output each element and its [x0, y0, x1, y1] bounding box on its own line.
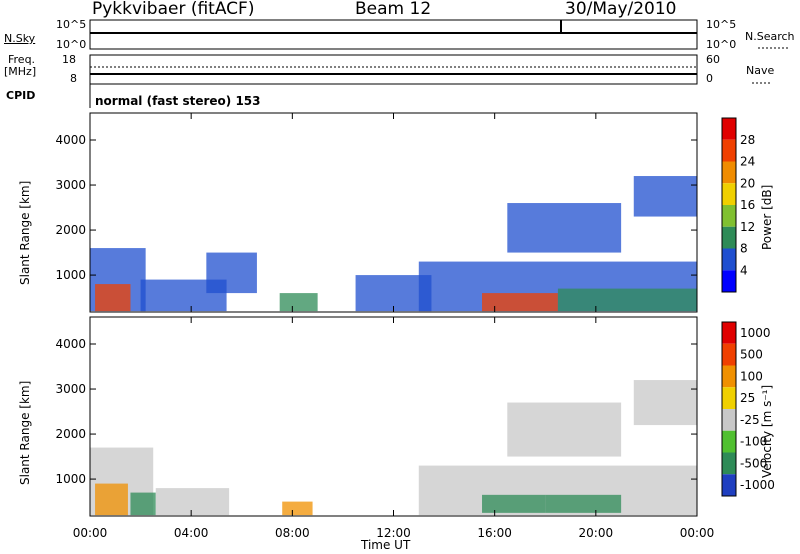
y-tick-label: 3000	[55, 382, 86, 396]
scatter-region	[482, 293, 558, 312]
y-tick-label: 4000	[55, 337, 86, 351]
y-tick-label: 1000	[55, 268, 86, 282]
nsearch-label: N.Search	[745, 30, 795, 43]
y-tick-label: 2000	[55, 223, 86, 237]
colorbar-tick-label: 4	[740, 263, 748, 277]
colorbar-tick-label: -100	[740, 435, 767, 449]
y-tick-label: 3000	[55, 178, 86, 192]
scatter-region	[633, 380, 697, 426]
x-tick-label: 12:00	[376, 526, 411, 540]
scatter-region	[206, 252, 257, 294]
x-tick-label: 04:00	[174, 526, 209, 540]
colorbar-cell	[722, 161, 736, 184]
x-tick-label: 20:00	[579, 526, 614, 540]
colorbar-tick-label: -1000	[740, 478, 775, 492]
nave-tick-bottom: 0	[706, 72, 713, 85]
nsky-tick-bottom: 10^0	[56, 38, 87, 51]
nsky-tick-top: 10^5	[56, 18, 87, 31]
colorbar-tick-label: 20	[740, 176, 755, 190]
nave-tick-top: 60	[706, 53, 720, 66]
colorbar-tick-label: -25	[740, 413, 760, 427]
x-tick-label: 00:00	[73, 526, 108, 540]
colorbar-cell	[722, 409, 736, 431]
cpid-label: CPID	[6, 89, 36, 102]
x-tick-label: 00:00	[680, 526, 715, 540]
colorbar-cell	[722, 430, 736, 453]
scatter-region	[282, 501, 313, 516]
freq-tick-bottom: 8	[70, 72, 77, 85]
colorbar-cell	[722, 118, 736, 140]
colorbar-cell	[722, 387, 736, 409]
x-tick-label: 08:00	[275, 526, 310, 540]
freq-strip-frame	[89, 54, 698, 85]
colorbar-cell	[722, 205, 736, 227]
colorbar-cell	[722, 226, 736, 249]
scatter-region	[482, 494, 546, 513]
colorbar-cell	[722, 474, 736, 496]
nsky-strip-frame	[89, 19, 698, 50]
scatter-region	[279, 293, 318, 312]
scatter-region	[95, 483, 128, 516]
colorbar-tick-label: -500	[740, 456, 767, 470]
nsearch-tick-top: 10^5	[706, 18, 737, 31]
colorbar-tick-label: 8	[740, 242, 748, 256]
cpid-text: normal (fast stereo) 153	[95, 94, 261, 108]
colorbar-cell	[722, 322, 736, 344]
nsky-label: N.Sky	[4, 32, 36, 45]
freq-tick-top: 18	[62, 53, 76, 66]
colorbar-tick-label: 28	[740, 133, 755, 147]
colorbar-cell	[722, 183, 736, 205]
y-tick-label: 1000	[55, 472, 86, 486]
scatter-region	[130, 492, 156, 516]
colorbar-frame	[721, 321, 737, 497]
scatter-region	[155, 488, 230, 516]
y-tick-label: 4000	[55, 133, 86, 147]
colorbar-tick-label: 12	[740, 220, 755, 234]
colorbar-cell	[722, 139, 736, 162]
freq-label: Freq.	[8, 53, 36, 66]
colorbar-tick-label: 25	[740, 391, 755, 405]
beam-title: Beam 12	[355, 0, 432, 19]
scatter-region	[557, 288, 697, 312]
date-title: 30/May/2010	[565, 0, 677, 19]
colorbar-cell	[722, 365, 736, 388]
colorbar-tick-label: 1000	[740, 326, 771, 340]
x-tick-label: 16:00	[477, 526, 512, 540]
nsearch-tick-bottom: 10^0	[706, 38, 737, 51]
colorbar-cell	[722, 270, 736, 292]
scatter-region	[507, 203, 622, 253]
colorbar-frame	[721, 117, 737, 293]
colorbar-cell	[722, 248, 736, 271]
colorbar-tick-label: 500	[740, 348, 763, 362]
colorbar-tick-label: 100	[740, 369, 763, 383]
colorbar-cell	[722, 452, 736, 475]
freq-unit-label: [MHz]	[4, 65, 37, 78]
scatter-region	[95, 284, 131, 312]
scatter-region	[545, 494, 622, 513]
colorbar-tick-label: 16	[740, 198, 755, 212]
scatter-region	[633, 176, 697, 217]
colorbar-cell	[722, 343, 736, 366]
colorbar-tick-label: 24	[740, 155, 755, 169]
scatter-region	[507, 402, 622, 457]
y-tick-label: 2000	[55, 427, 86, 441]
station-title: Pykkvibaer (fitACF)	[92, 0, 255, 19]
nave-label: Nave	[746, 64, 775, 77]
x-axis-title: Time UT	[361, 538, 411, 552]
